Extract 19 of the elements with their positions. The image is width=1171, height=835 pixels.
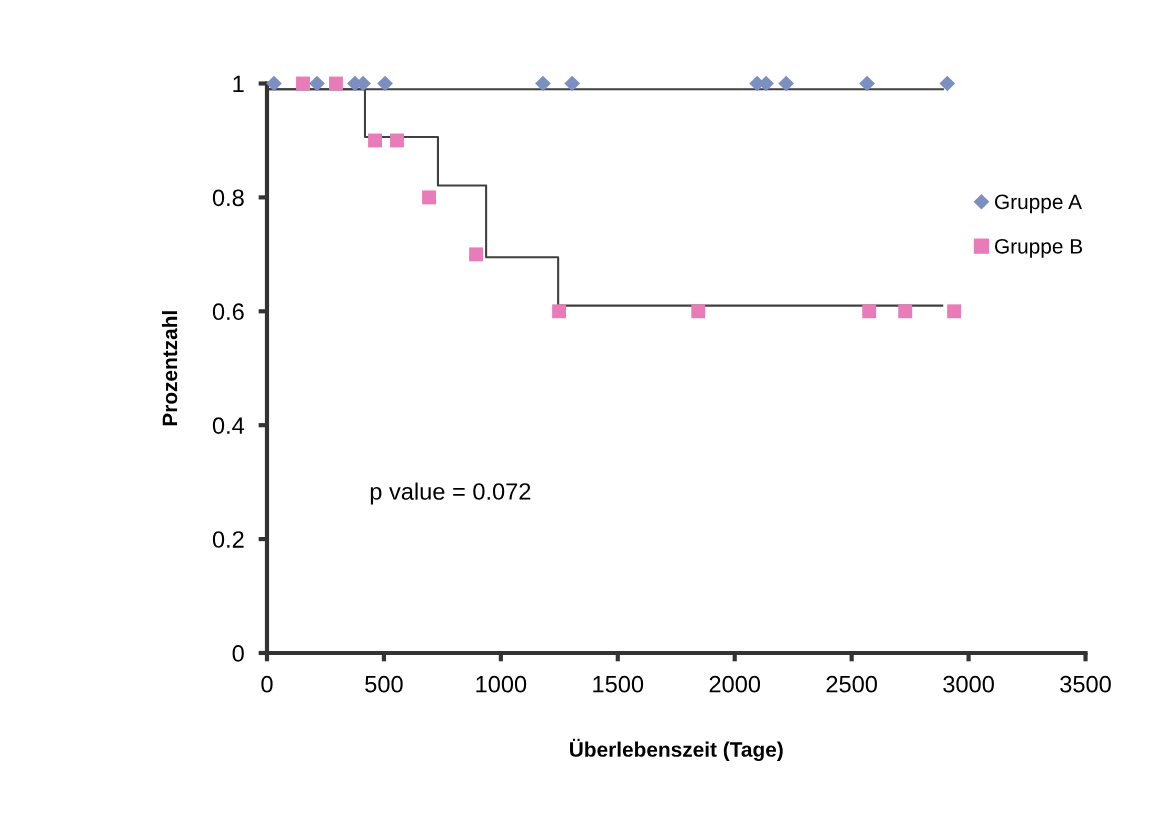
legend-label: Gruppe B <box>995 238 1083 258</box>
annotation: p value = 0.072 <box>370 482 531 505</box>
x-tick-label: 3500 <box>1060 675 1111 693</box>
x-tick-label: 3000 <box>943 675 994 693</box>
y-tick-label: 1 <box>233 75 244 93</box>
x-tick-label: 2000 <box>709 675 761 693</box>
legend-label: Gruppe A <box>995 194 1082 214</box>
y-tick-label: 0.8 <box>212 189 244 207</box>
y-tick-label: 0.6 <box>212 303 244 321</box>
y-tick-label: 0.4 <box>212 417 245 434</box>
x-tick-label: 500 <box>365 675 403 693</box>
x-tick-label: 1000 <box>476 675 527 693</box>
y-axis-title: Prozentzahl <box>161 311 178 426</box>
x-axis-title: Überlebenszeit (Tage) <box>570 738 783 762</box>
y-tick-label: 0.2 <box>212 531 244 548</box>
x-tick-label: 1500 <box>593 675 644 693</box>
x-tick-label: 2500 <box>826 675 877 693</box>
y-tick-label: 0 <box>232 645 244 662</box>
x-tick-label: 0 <box>261 675 273 693</box>
